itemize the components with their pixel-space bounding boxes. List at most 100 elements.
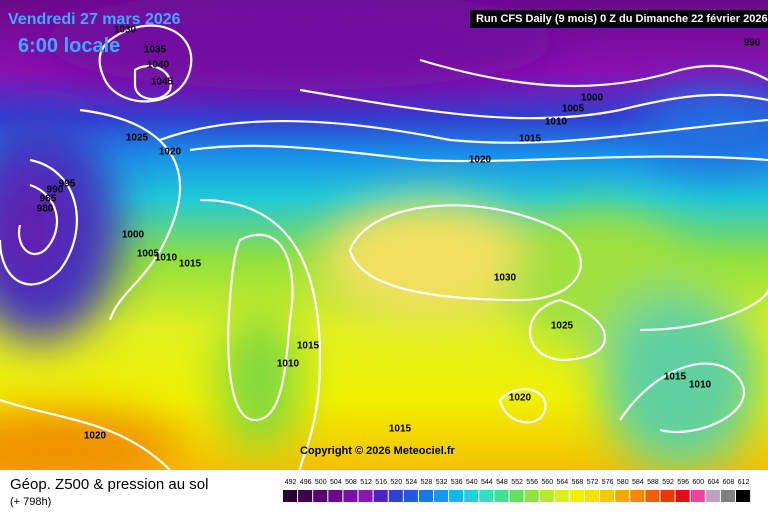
isobar-label: 1020 bbox=[509, 393, 532, 404]
footer-lead: (+ 798h) bbox=[10, 496, 51, 508]
footer-title: Géop. Z500 & pression au sol bbox=[10, 476, 208, 493]
scale-swatch bbox=[585, 490, 600, 502]
scale-swatch bbox=[615, 490, 630, 502]
scale-label: 540 bbox=[466, 479, 478, 486]
isobar-label: 985 bbox=[40, 194, 57, 205]
scale-label: 552 bbox=[511, 479, 523, 486]
scale-label: 508 bbox=[345, 479, 357, 486]
scale-swatch bbox=[434, 490, 449, 502]
isobar-label: 1020 bbox=[469, 155, 492, 166]
isobar-label: 980 bbox=[37, 204, 54, 215]
scale-swatch bbox=[645, 490, 660, 502]
isobar-label: 1030 bbox=[494, 273, 517, 284]
scale-label: 584 bbox=[632, 479, 644, 486]
scale-swatch bbox=[373, 490, 388, 502]
scale-swatch bbox=[403, 490, 418, 502]
scale-swatch bbox=[720, 490, 735, 502]
scale-swatch bbox=[358, 490, 373, 502]
scale-label: 492 bbox=[285, 479, 297, 486]
scale-label: 536 bbox=[451, 479, 463, 486]
scale-label: 604 bbox=[708, 479, 720, 486]
copyright: Copyright © 2026 Meteociel.fr bbox=[300, 445, 456, 457]
scale-label: 580 bbox=[617, 479, 629, 486]
isobar-label: 1010 bbox=[689, 380, 712, 391]
scale-label: 612 bbox=[738, 479, 750, 486]
isobar-label: 1045 bbox=[151, 77, 174, 88]
scale-swatch bbox=[524, 490, 539, 502]
isobar-label: 1015 bbox=[297, 341, 320, 352]
isobar-label: 1010 bbox=[277, 359, 300, 370]
time: 6:00 locale bbox=[18, 35, 120, 57]
scale-swatch bbox=[705, 490, 720, 502]
scale-label: 544 bbox=[481, 479, 493, 486]
isobar-label: 1010 bbox=[155, 253, 178, 264]
scale-label: 516 bbox=[375, 479, 387, 486]
isobars bbox=[0, 24, 768, 471]
scale-swatch bbox=[479, 490, 494, 502]
scale-swatch bbox=[736, 490, 751, 502]
scale-label: 576 bbox=[602, 479, 614, 486]
scale-swatch bbox=[569, 490, 584, 502]
isobar-label: 1030 bbox=[114, 25, 137, 36]
scale-label: 504 bbox=[330, 479, 342, 486]
scale-label: 568 bbox=[572, 479, 584, 486]
run-info: Run CFS Daily (9 mois) 0 Z du Dimanche 2… bbox=[476, 13, 768, 25]
scale-swatch bbox=[449, 490, 464, 502]
isobar-label: 1035 bbox=[144, 45, 167, 56]
scale-label: 588 bbox=[647, 479, 659, 486]
isobar-label: 1000 bbox=[581, 93, 604, 104]
scale-label: 528 bbox=[421, 479, 433, 486]
isobar-label: 990 bbox=[744, 38, 761, 49]
scale-swatch bbox=[283, 490, 298, 502]
date: Vendredi 27 mars 2026 bbox=[8, 11, 181, 28]
isobar-label: 1015 bbox=[519, 134, 542, 145]
scale-label: 608 bbox=[723, 479, 735, 486]
scale-swatch bbox=[630, 490, 645, 502]
scale-swatch bbox=[600, 490, 615, 502]
isobar-label: 1015 bbox=[179, 259, 202, 270]
scale-swatch bbox=[660, 490, 675, 502]
isobar-label: 1020 bbox=[159, 147, 182, 158]
scale-swatch bbox=[418, 490, 433, 502]
color-scale: 492 496 500 504 508 512 516 520 524 528 532 536 540 5… bbox=[283, 479, 751, 502]
scale-swatch bbox=[464, 490, 479, 502]
isobar-label: 1010 bbox=[545, 117, 568, 128]
isobar-label: 1005 bbox=[562, 104, 585, 115]
scale-swatch bbox=[690, 490, 705, 502]
scale-swatch bbox=[298, 490, 313, 502]
scale-swatch bbox=[388, 490, 403, 502]
scale-label: 500 bbox=[315, 479, 327, 486]
background bbox=[0, 0, 768, 490]
isobar-label: 995 bbox=[59, 179, 76, 190]
isobar-label: 990 bbox=[47, 185, 64, 196]
scale-swatch bbox=[494, 490, 509, 502]
scale-swatch bbox=[509, 490, 524, 502]
isobar-label: 1000 bbox=[122, 230, 145, 241]
isobar-labels: 1030103510401045102510209959909859801000… bbox=[37, 25, 761, 442]
run-banner bbox=[470, 10, 768, 28]
scale-swatch bbox=[343, 490, 358, 502]
isobar-label: 1025 bbox=[126, 133, 149, 144]
scale-label: 596 bbox=[677, 479, 689, 486]
scale-label: 564 bbox=[557, 479, 569, 486]
scale-label: 520 bbox=[390, 479, 402, 486]
scale-swatch bbox=[328, 490, 343, 502]
scale-label: 524 bbox=[406, 479, 418, 486]
scale-swatch bbox=[675, 490, 690, 502]
scale-label: 556 bbox=[526, 479, 538, 486]
scale-label: 600 bbox=[692, 479, 704, 486]
isobar-label: 1025 bbox=[551, 321, 574, 332]
scale-label: 532 bbox=[436, 479, 448, 486]
isobar-label: 1020 bbox=[84, 431, 107, 442]
scale-label: 572 bbox=[587, 479, 599, 486]
isobar-label: 1005 bbox=[137, 249, 160, 260]
scale-label: 496 bbox=[300, 479, 312, 486]
scale-label: 512 bbox=[360, 479, 372, 486]
scale-swatch bbox=[554, 490, 569, 502]
scale-label: 592 bbox=[662, 479, 674, 486]
isobar-label: 1015 bbox=[389, 424, 412, 435]
scale-swatch bbox=[313, 490, 328, 502]
isobar-label: 1015 bbox=[664, 372, 687, 383]
isobar-label: 1040 bbox=[147, 60, 170, 71]
